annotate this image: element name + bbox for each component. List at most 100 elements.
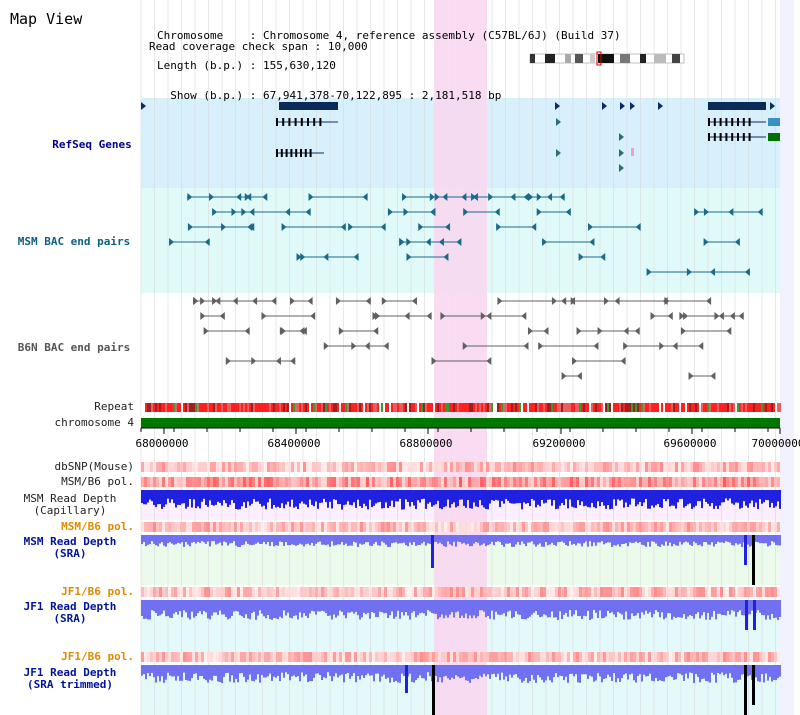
jf1-pol-cell [210,587,213,597]
jf1-pol-cell [693,587,696,597]
repeat-segment [659,403,661,412]
jf1-pol2-cell [642,652,645,662]
jf1-pol-cell [201,587,204,597]
msm-sra-depth [717,535,719,542]
msm-sra-depth [363,535,365,545]
msm-bac-pair-end [510,193,516,201]
dbsnp-cell [351,462,354,472]
jf1-pol2-cell [624,652,627,662]
jf1-sra-depth [353,600,355,614]
repeat-segment [189,403,191,412]
jf1-pol-cell [600,587,603,597]
msm-pol-cell [579,477,582,487]
dbsnp-cell [600,462,603,472]
msm-sra-depth [293,535,295,545]
msm-capillary-depth [727,490,729,501]
msm-pol-cell [243,477,246,487]
msm-pol2-cell [372,522,375,532]
gene-block [768,133,780,141]
msm-pol2-cell [312,522,315,532]
repeat-segment [591,403,593,412]
jf1-sra-depth [241,600,243,617]
msm-pol-cell [528,477,531,487]
msm-sra-depth [347,535,349,547]
msm-pol2-cell [504,522,507,532]
msm-pol-cell [225,477,228,487]
depth-spike [432,665,435,715]
jf1-sra-depth [605,600,607,617]
dbsnp-cell [555,462,558,472]
msm-capillary-depth [195,490,197,509]
repeat-segment [269,403,271,412]
jf1-pol2-cell [165,652,168,662]
msm-sra-depth [441,535,443,545]
gene-exon [731,133,734,141]
msm-capillary-depth [501,490,503,502]
jf1-trimmed-depth [449,665,451,680]
dbsnp-cell [189,462,192,472]
msm-capillary-depth [769,490,771,508]
repeat-segment [443,403,445,412]
msm-capillary-depth [377,490,379,503]
msm-sra-depth [607,535,609,543]
jf1-pol2-cell [342,652,345,662]
msm-pol2-cell [297,522,300,532]
jf1-sra-depth [565,600,567,613]
msm-sra-depth [529,535,531,543]
dbsnp-cell [414,462,417,472]
msm-capillary-depth [325,490,327,503]
jf1-trimmed-depth [713,665,715,675]
repeat-segment [773,403,775,412]
msm-bac-pair-end [471,193,477,201]
dbsnp-cell [180,462,183,472]
jf1-pol2-cell [396,652,399,662]
msm-capillary-depth [317,490,319,509]
msm-capillary-depth [285,490,287,505]
jf1-pol2-cell [597,652,600,662]
msm-sra-depth [667,535,669,546]
msm-pol-cell [690,477,693,487]
msm-sra-depth [525,535,527,547]
msm-sra-depth [545,535,547,542]
jf1-pol2-cell [141,652,144,662]
jf1-pol-cell [366,587,369,597]
dbsnp-cell [627,462,630,472]
msm-pol-cell [582,477,585,487]
msm-sra-depth [665,535,667,542]
jf1-sra-depth [207,600,209,619]
jf1-pol2-cell [402,652,405,662]
msm-sra-depth [397,535,399,544]
repeat-segment [649,403,651,412]
msm-pol-cell [237,477,240,487]
jf1-sra-depth [699,600,701,619]
gene-exon [713,118,716,126]
dbsnp-cell [582,462,585,472]
msm-sra-depth [731,535,733,546]
jf1-pol2-cell [732,652,735,662]
gene-exon [282,118,285,126]
msm-pol-cell [366,477,369,487]
jf1-sra-depth [331,600,333,620]
msm-capillary-depth [645,490,647,499]
repeat-segment [237,403,239,412]
msm-pol-cell [465,477,468,487]
repeat-segment [525,403,527,412]
msm-capillary-depth [251,490,253,504]
gene-arrow [555,102,560,110]
gene-exon [276,118,278,126]
dbsnp-cell [327,462,330,472]
jf1-sra-depth [305,600,307,616]
jf1-sra-depth [307,600,309,618]
msm-pol2-cell [402,522,405,532]
msm-capillary-depth [239,490,241,510]
msm-pol-cell [267,477,270,487]
msm-pol-cell [669,477,672,487]
msm-pol2-cell [303,522,306,532]
dbsnp-cell [159,462,162,472]
msm-pol-cell [483,477,486,487]
dbsnp-cell [672,462,675,472]
jf1-pol2-cell [585,652,588,662]
repeat-segment [563,403,565,412]
jf1-sra-depth [617,600,619,612]
